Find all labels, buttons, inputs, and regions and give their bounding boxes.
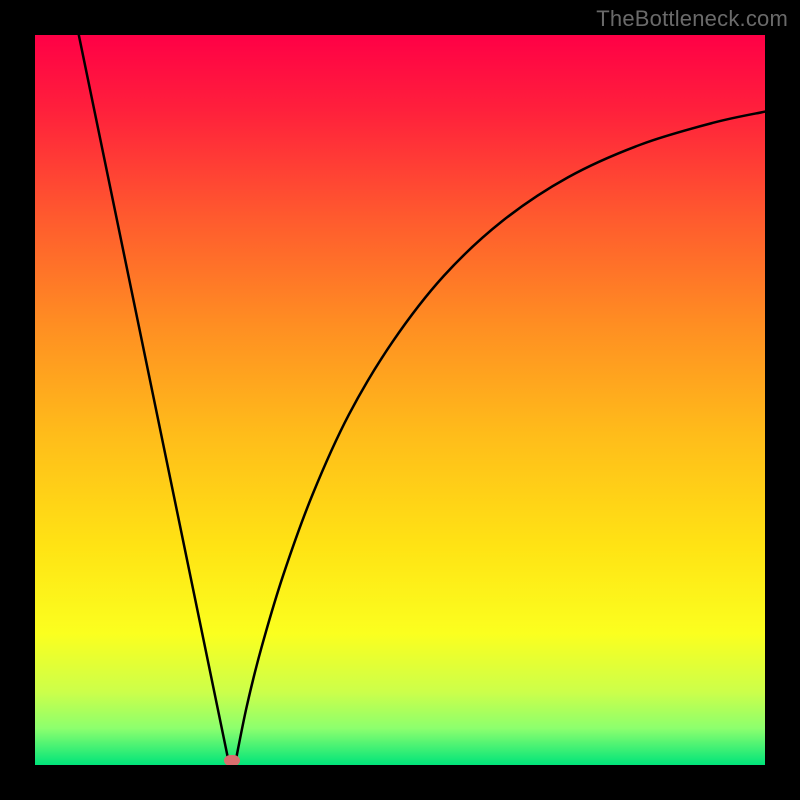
watermark-text: TheBottleneck.com	[596, 6, 788, 32]
curve-left-branch	[79, 35, 229, 761]
bottleneck-curve	[35, 35, 765, 765]
plot-area	[35, 35, 765, 765]
curve-right-branch	[236, 112, 765, 761]
minimum-marker	[224, 755, 240, 765]
figure-container: TheBottleneck.com	[0, 0, 800, 800]
